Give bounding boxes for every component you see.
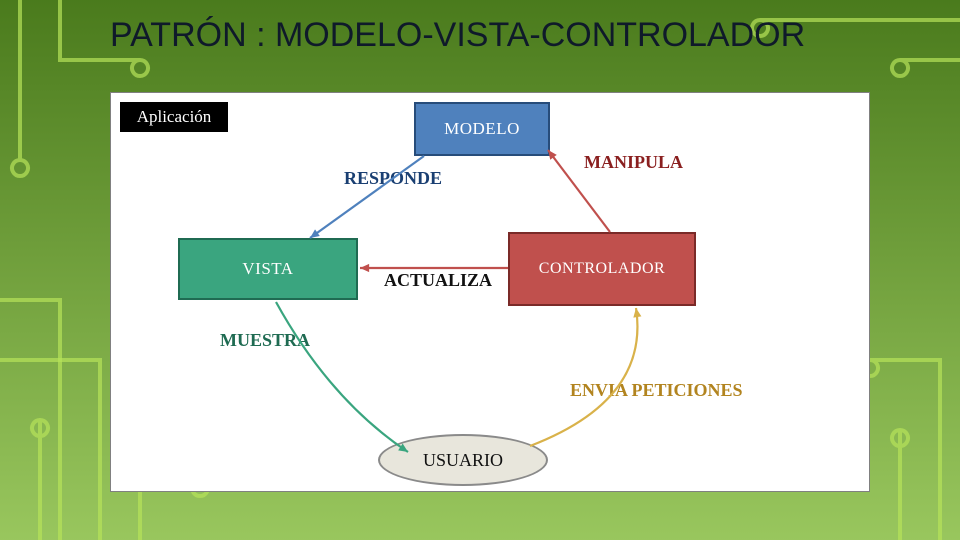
app-badge-label: Aplicación bbox=[137, 107, 212, 127]
edge-label-actualiza: ACTUALIZA bbox=[384, 270, 492, 291]
edge-label-envia: ENVIA PETICIONES bbox=[570, 380, 743, 401]
node-usuario-label: USUARIO bbox=[423, 450, 503, 471]
node-usuario: USUARIO bbox=[378, 434, 548, 486]
node-modelo: MODELO bbox=[414, 102, 550, 156]
slide-title: PATRÓN : MODELO-VISTA-CONTROLADOR bbox=[110, 16, 805, 55]
node-modelo-label: MODELO bbox=[444, 119, 520, 139]
node-vista: VISTA bbox=[178, 238, 358, 300]
node-controlador: CONTROLADOR bbox=[508, 232, 696, 306]
app-badge: Aplicación bbox=[120, 102, 228, 132]
node-vista-label: VISTA bbox=[242, 259, 293, 279]
edge-label-muestra: MUESTRA bbox=[220, 330, 310, 351]
node-controlador-label: CONTROLADOR bbox=[539, 260, 665, 278]
edge-label-manipula: MANIPULA bbox=[584, 152, 683, 173]
edge-label-responde: RESPONDE bbox=[344, 168, 442, 189]
